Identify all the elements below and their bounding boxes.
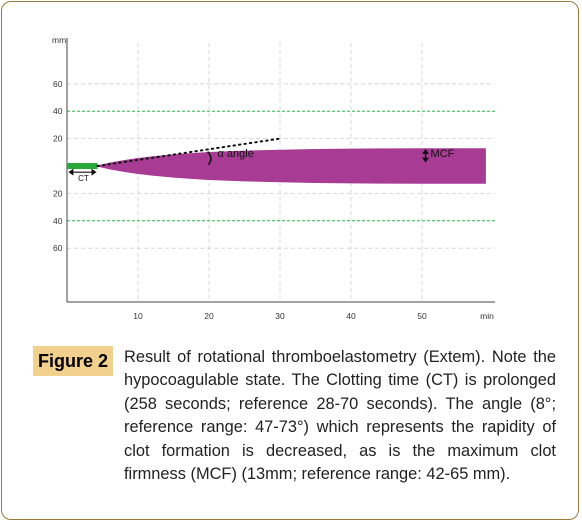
y-tick-label: 40	[53, 216, 63, 226]
mcf-label: MCF	[431, 148, 455, 160]
alpha-label: α angle	[218, 148, 254, 160]
x-unit-label: min	[480, 311, 494, 321]
x-tick-label: 40	[346, 311, 356, 321]
mcf-arrow-up	[422, 148, 430, 154]
mcf-arrow-down	[422, 157, 430, 163]
y-tick-label: 20	[53, 188, 63, 198]
y-tick-label: 40	[53, 106, 63, 116]
clot-trace	[97, 148, 486, 184]
rotem-chart: mm 60 40 20 20 40 60 10 20 30 40 50 min α angle MCF CT	[52, 35, 495, 321]
ct-label: CT	[78, 174, 89, 183]
x-tick-label: 50	[417, 311, 427, 321]
alpha-arc	[206, 151, 212, 166]
figure-label: Figure 2	[33, 346, 113, 376]
y-tick-label: 20	[53, 134, 63, 144]
x-tick-label: 30	[275, 311, 285, 321]
y-tick-label: 60	[53, 79, 63, 89]
x-tick-label: 10	[133, 311, 143, 321]
x-tick-label: 20	[204, 311, 214, 321]
alpha-tangent-line	[96, 137, 281, 167]
ct-arrow-left	[68, 168, 74, 176]
figure-caption: Result of rotational thromboelastometry …	[124, 348, 556, 484]
y-tick-label: 60	[53, 243, 63, 253]
y-unit-label: mm	[52, 35, 66, 45]
ct-arrow-right	[91, 168, 97, 176]
ct-bar	[67, 163, 98, 169]
